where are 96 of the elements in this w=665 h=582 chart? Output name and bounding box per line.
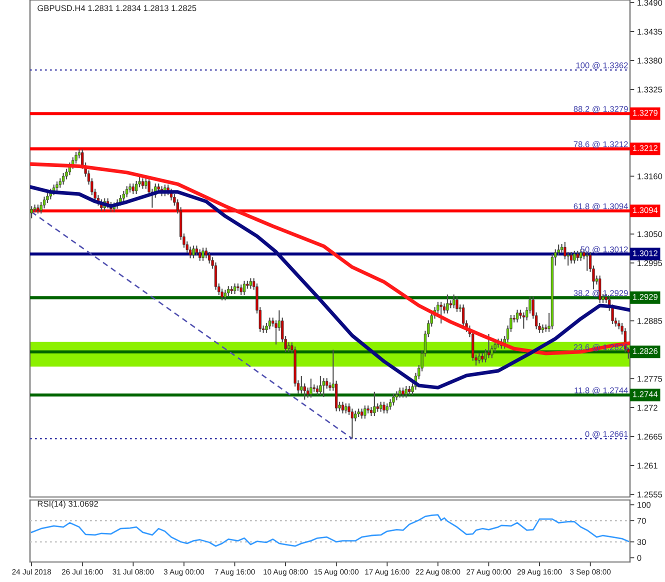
- y-tick-label: 1.2555: [638, 492, 662, 498]
- line-series: [30, 162, 630, 356]
- candlestick: [456, 296, 458, 312]
- candlestick: [316, 384, 319, 396]
- y-tick-label: 1.261: [638, 462, 658, 469]
- candlestick: [404, 385, 408, 398]
- candlestick: [144, 178, 148, 190]
- candlestick: [56, 180, 58, 192]
- candlestick: [360, 408, 364, 420]
- candlestick: [322, 378, 325, 398]
- candlestick: [62, 172, 65, 186]
- candlestick: [373, 391, 376, 417]
- candlestick: [576, 250, 579, 262]
- candlestick: [122, 190, 125, 202]
- candlestick: [402, 387, 404, 398]
- y-tick-label: 100: [638, 502, 651, 508]
- candlestick: [268, 317, 272, 330]
- y-tick-label: 70: [637, 518, 646, 524]
- candlestick: [198, 248, 202, 262]
- candlestick: [573, 250, 576, 264]
- text: 1.3012: [633, 250, 658, 256]
- y-tick-label: 1.3380: [638, 58, 662, 64]
- chart-title: RSI(14) 31.0692: [38, 500, 98, 508]
- candlestick: [478, 352, 481, 364]
- candlestick: [560, 243, 564, 254]
- text: 1.2744: [633, 391, 658, 398]
- candlestick: [481, 352, 484, 363]
- candlestick: [132, 182, 134, 195]
- candlestick: [319, 375, 322, 396]
- y-tick-label: 1.3160: [638, 173, 662, 180]
- candlestick: [227, 286, 230, 297]
- candlestick: [386, 402, 388, 414]
- candlestick: [242, 280, 246, 296]
- chart-title: GBPUSD.H4 1.2831 1.2834 1.2813 1.2825: [38, 5, 196, 12]
- candlestick: [126, 186, 128, 198]
- candlestick: [379, 401, 382, 412]
- y-tick-label: 1.3435: [638, 28, 662, 35]
- candlestick: [541, 324, 544, 334]
- text: 1.3279: [633, 110, 658, 116]
- candlestick: [287, 342, 290, 352]
- candlestick: [240, 284, 242, 296]
- ref-line-label: 11.8 @ 1.2744: [574, 387, 628, 394]
- candlestick: [440, 301, 442, 324]
- candlestick: [326, 378, 328, 390]
- y-tick-label: 1.3050: [638, 231, 662, 238]
- candlestick: [586, 251, 588, 272]
- candlestick: [382, 401, 386, 414]
- candlestick: [522, 312, 525, 330]
- line-series: [30, 514, 630, 547]
- ref-line-label: 50 @ 1.3012: [580, 246, 628, 254]
- y-tick-label: 0: [637, 554, 642, 561]
- text: 1.2929: [633, 294, 658, 300]
- candlestick: [224, 289, 227, 301]
- text: 1.3212: [633, 145, 658, 152]
- y-tick-label: 1.2775: [638, 376, 662, 382]
- candlestick: [452, 294, 456, 309]
- candlestick: [249, 278, 252, 290]
- text: 1.2826: [633, 348, 658, 354]
- candlestick: [341, 401, 344, 414]
- candlestick: [135, 180, 138, 195]
- candlestick: [579, 248, 582, 262]
- candlestick: [354, 410, 357, 422]
- ref-line-label: 100 @ 1.3362: [576, 62, 628, 70]
- ref-line-label: 78.6 @ 1.3212: [574, 141, 628, 148]
- candlestick: [446, 294, 449, 314]
- ref-line-label: 61.8 @ 1.3094: [574, 203, 628, 210]
- candlestick: [398, 387, 402, 398]
- y-tick-label: 30: [637, 539, 646, 545]
- y-tick-label: 1.2885: [638, 318, 662, 324]
- y-tick-label: 1.3325: [638, 86, 662, 93]
- candlestick: [141, 178, 144, 190]
- y-tick-label: 1.2665: [638, 434, 662, 440]
- candlestick: [598, 275, 602, 304]
- y-tick-label: 1.3490: [638, 0, 662, 6]
- y-tick-label: 1.272: [638, 404, 658, 411]
- candlestick: [30, 206, 33, 219]
- ref-line-label: 0 @ 1.2661: [585, 430, 628, 438]
- candlestick: [192, 245, 195, 259]
- ref-line-label: 88.2 @ 1.3279: [574, 106, 628, 114]
- text: 1.3094: [633, 207, 658, 214]
- candlestick: [570, 251, 573, 264]
- candlestick: [233, 282, 236, 295]
- candlestick: [300, 375, 303, 394]
- candlestick: [370, 406, 373, 417]
- candlestick: [344, 402, 348, 414]
- candlestick: [487, 333, 490, 359]
- candlestick: [392, 393, 395, 406]
- candlestick: [566, 251, 570, 266]
- candlestick: [364, 404, 366, 420]
- y-tick-label: 1.2995: [638, 260, 662, 266]
- candlestick: [306, 387, 310, 398]
- candlestick: [516, 309, 519, 323]
- candlestick: [310, 378, 312, 398]
- candlestick: [274, 320, 278, 346]
- candlestick: [208, 251, 211, 264]
- candlestick: [202, 247, 204, 262]
